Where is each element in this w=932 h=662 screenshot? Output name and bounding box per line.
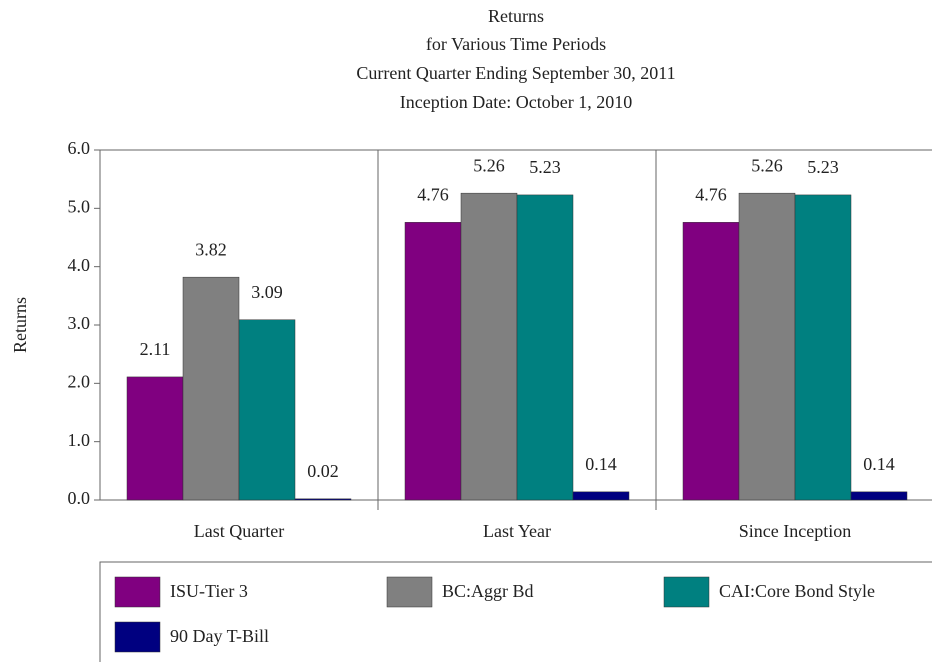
value-label: 5.23 <box>807 157 839 177</box>
legend-swatch <box>663 576 710 608</box>
legend-swatch <box>386 576 433 608</box>
value-label: 5.23 <box>529 157 561 177</box>
y-tick-label: 5.0 <box>68 196 91 216</box>
legend-swatch <box>114 621 161 653</box>
value-label: 4.76 <box>417 184 449 204</box>
chart-subtitle: Current Quarter Ending September 30, 201… <box>356 63 675 83</box>
value-label: 3.09 <box>251 282 283 302</box>
y-tick-label: 3.0 <box>68 313 91 333</box>
bar <box>460 192 518 501</box>
bar <box>404 222 462 501</box>
y-tick-label: 2.0 <box>68 371 91 391</box>
chart-title: Returns <box>488 6 544 26</box>
bar <box>572 491 630 501</box>
bar <box>294 498 352 501</box>
value-label: 0.02 <box>307 461 339 481</box>
bar <box>682 222 740 501</box>
y-tick-label: 4.0 <box>68 255 91 275</box>
bar <box>850 491 908 501</box>
bar <box>182 276 240 501</box>
y-axis-label: Returns <box>10 297 30 353</box>
y-tick-label: 6.0 <box>68 138 91 158</box>
legend-box <box>99 561 932 662</box>
x-tick-label: Last Year <box>483 521 551 541</box>
legend-label: ISU-Tier 3 <box>170 581 248 601</box>
value-label: 5.26 <box>751 155 783 175</box>
legend-swatch <box>114 576 161 608</box>
legend-label: CAI:Core Bond Style <box>719 581 875 601</box>
legend-label: BC:Aggr Bd <box>442 581 534 601</box>
bar <box>738 192 796 501</box>
bar <box>794 194 852 501</box>
x-tick-label: Last Quarter <box>194 521 284 541</box>
bar <box>238 319 296 501</box>
y-tick-label: 0.0 <box>68 488 91 508</box>
x-tick-label: Since Inception <box>739 521 851 541</box>
value-label: 3.82 <box>195 239 227 259</box>
value-label: 4.76 <box>695 184 727 204</box>
bar <box>516 194 574 501</box>
value-label: 5.26 <box>473 155 505 175</box>
chart-subtitle: Inception Date: October 1, 2010 <box>400 92 632 112</box>
value-label: 0.14 <box>585 454 617 474</box>
value-label: 2.11 <box>140 339 171 359</box>
bar <box>126 376 184 501</box>
chart-subtitle: for Various Time Periods <box>426 34 606 54</box>
y-tick-label: 1.0 <box>68 430 91 450</box>
value-label: 0.14 <box>863 454 895 474</box>
legend-label: 90 Day T-Bill <box>170 626 269 646</box>
